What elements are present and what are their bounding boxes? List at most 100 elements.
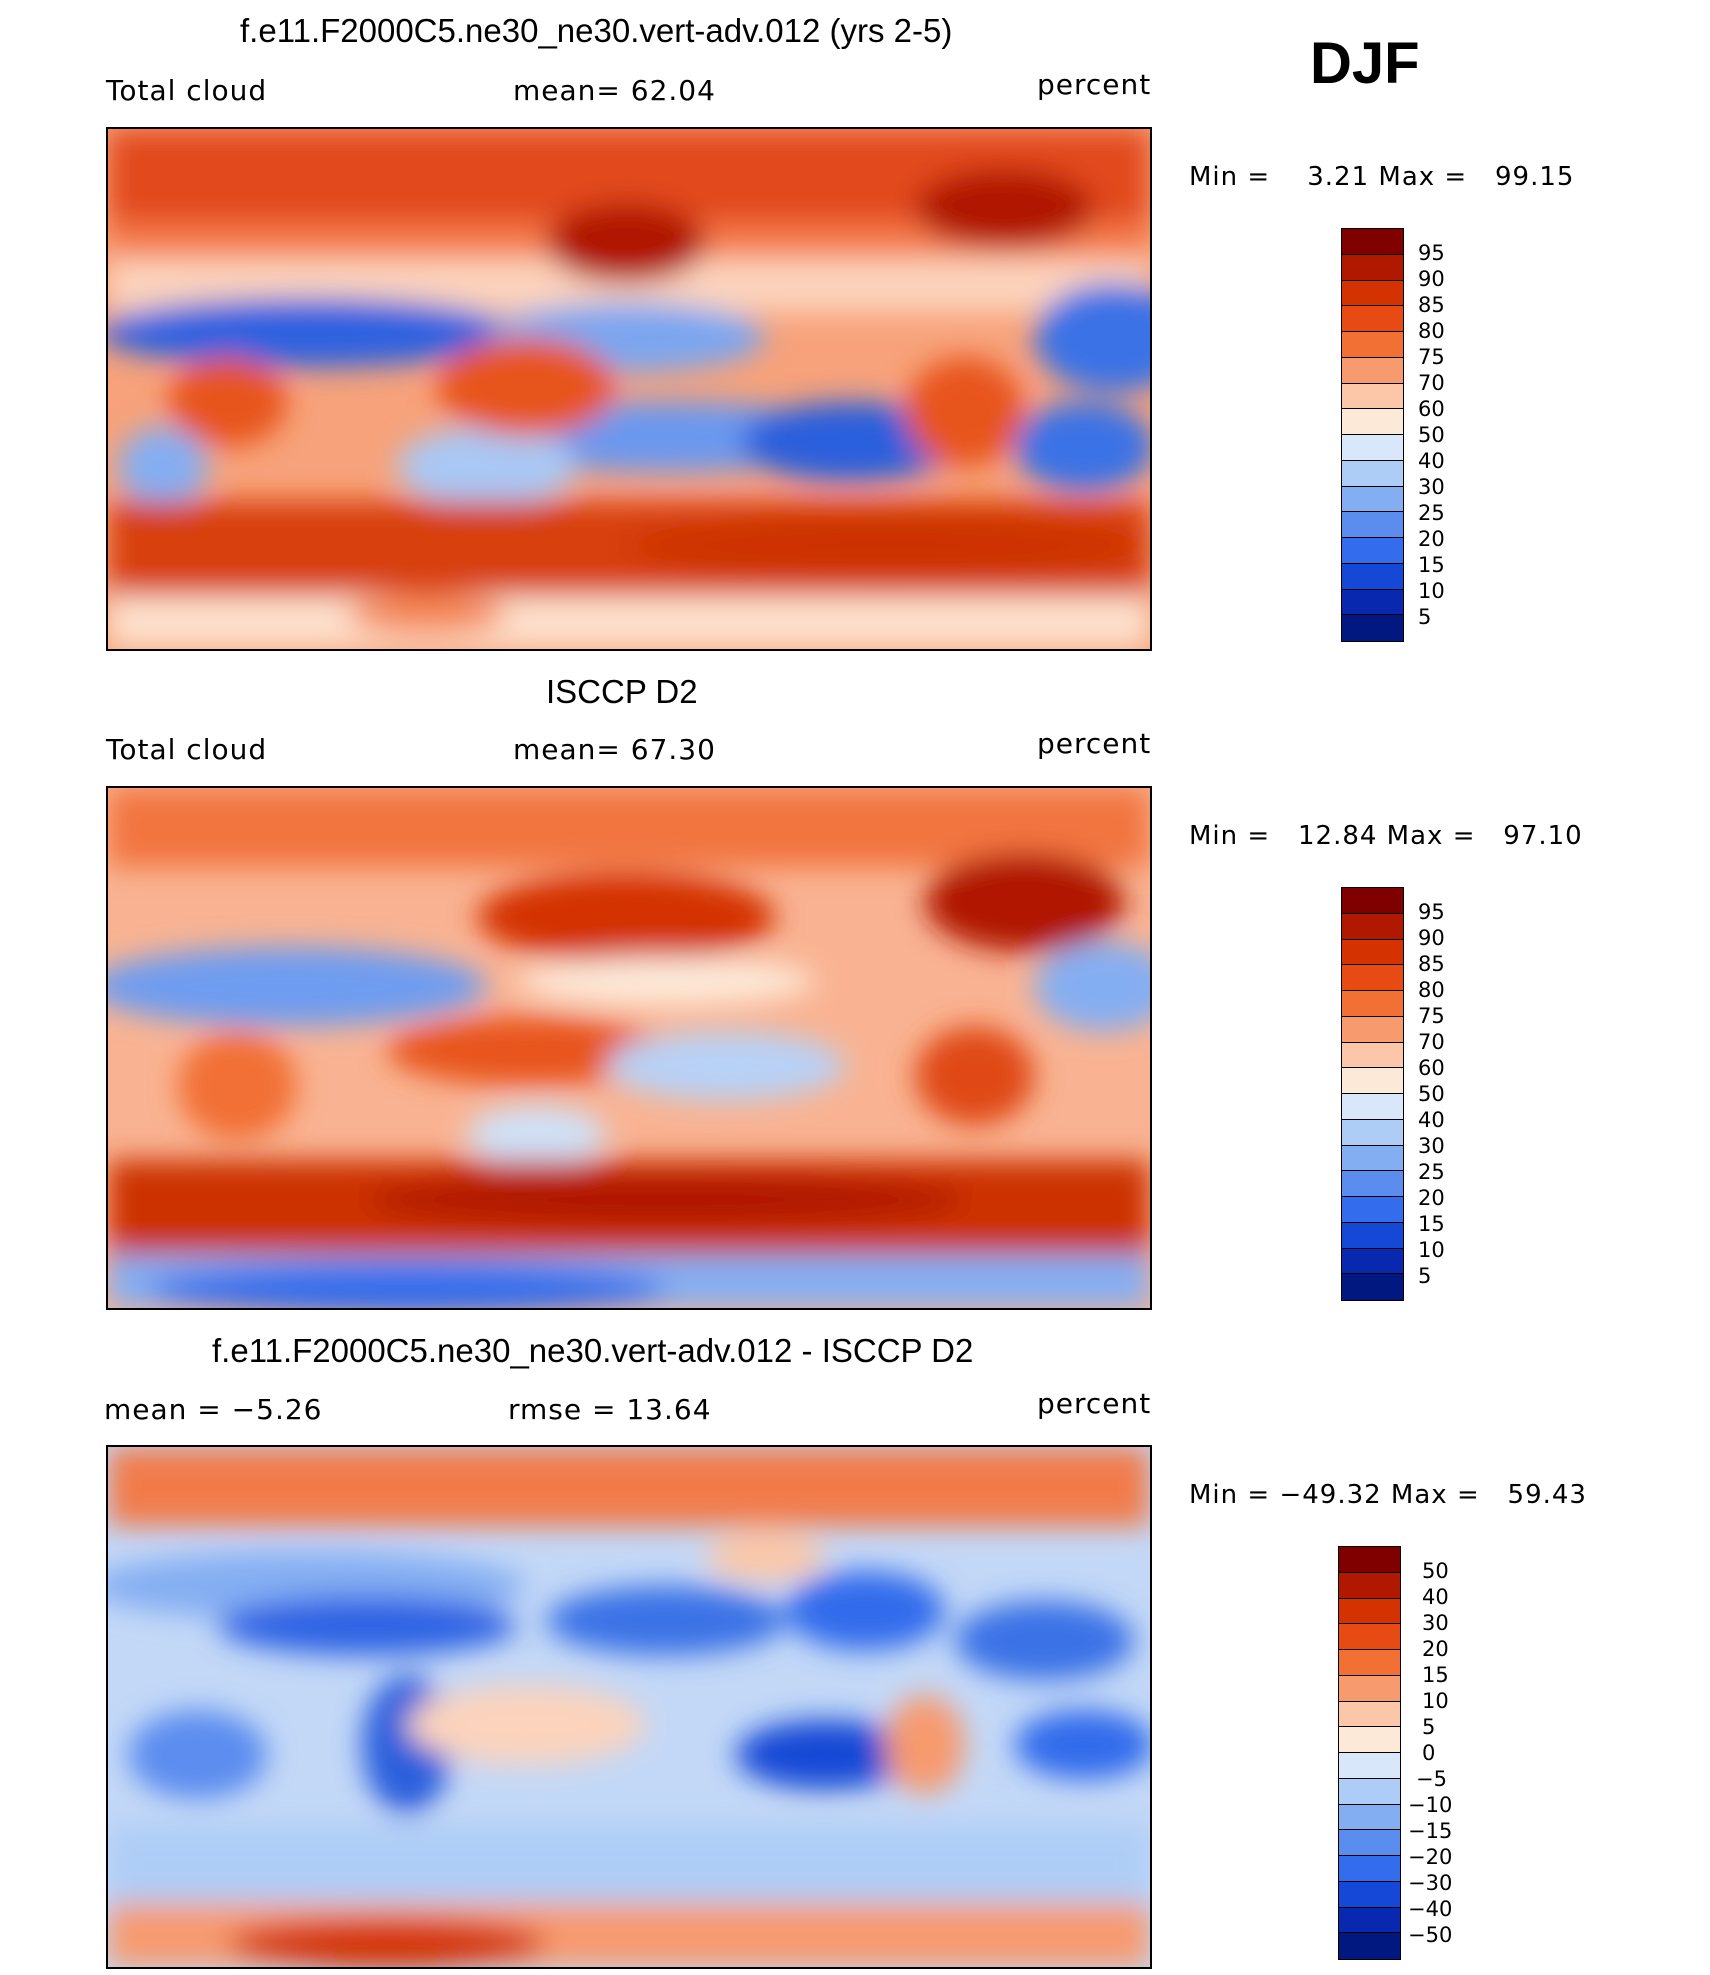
colorbar-swatch	[1342, 991, 1403, 1017]
colorbar-label: 10	[1418, 1238, 1445, 1262]
colorbar-swatch	[1342, 1042, 1403, 1069]
panel-model-map	[106, 127, 1152, 651]
colorbar-label: −10	[1408, 1793, 1453, 1817]
colorbar-label: −5	[1416, 1767, 1447, 1791]
colorbar-label: 25	[1418, 501, 1445, 525]
colorbar-label: −50	[1408, 1923, 1453, 1947]
colorbar-label: 80	[1418, 978, 1445, 1002]
colorbar-label: 40	[1418, 449, 1445, 473]
panel-diff-units: percent	[1037, 1387, 1152, 1420]
colorbar-label: 15	[1422, 1663, 1449, 1687]
colorbar-swatch	[1342, 1145, 1403, 1172]
colorbar-swatch	[1342, 939, 1403, 966]
colorbar-swatch	[1342, 538, 1403, 564]
colorbar-label: 75	[1418, 1004, 1445, 1028]
colorbar-swatch	[1342, 409, 1403, 435]
colorbar-swatch	[1339, 1856, 1400, 1882]
colorbar-swatch	[1342, 383, 1403, 410]
panel-model-variable: Total cloud	[106, 74, 268, 107]
colorbar-swatch	[1339, 1598, 1400, 1625]
colorbar-swatch	[1339, 1650, 1400, 1676]
panel-diff-map	[106, 1445, 1152, 1969]
season-label: DJF	[1310, 31, 1420, 96]
panel-model-units: percent	[1037, 68, 1152, 101]
panel-diff-title: f.e11.F2000C5.ne30_ne30.vert-adv.012 - I…	[212, 1332, 974, 1369]
colorbar-label: 70	[1418, 1030, 1445, 1054]
colorbar-label: −20	[1408, 1845, 1453, 1869]
colorbar-label: 20	[1422, 1637, 1449, 1661]
colorbar-swatch	[1339, 1753, 1400, 1779]
colorbar-swatch	[1339, 1701, 1400, 1728]
colorbar-swatch	[1339, 1830, 1400, 1856]
colorbar-swatch	[1342, 1197, 1403, 1223]
panel-obs-minmax: Min = 12.84 Max = 97.10	[1189, 821, 1583, 851]
colorbar-label: −40	[1408, 1897, 1453, 1921]
colorbar-swatch	[1342, 1171, 1403, 1197]
colorbar-label: 5	[1422, 1715, 1436, 1739]
colorbar-label: 80	[1418, 319, 1445, 343]
colorbar-swatch	[1339, 1624, 1400, 1650]
colorbar-label: 30	[1418, 475, 1445, 499]
colorbar-label: 30	[1422, 1611, 1449, 1635]
colorbar-label: 15	[1418, 553, 1445, 577]
colorbar-swatch	[1342, 563, 1403, 590]
colorbar-swatch	[1339, 1907, 1400, 1934]
colorbar-label: 75	[1418, 345, 1445, 369]
colorbar-swatch	[1342, 512, 1403, 538]
colorbar-swatch	[1342, 1094, 1403, 1120]
colorbar-label: 95	[1418, 241, 1445, 265]
colorbar-swatch	[1339, 1933, 1400, 1959]
colorbar-swatch	[1342, 1222, 1403, 1249]
colorbar-label: −15	[1408, 1819, 1453, 1843]
colorbar-swatch	[1339, 1881, 1400, 1908]
colorbar-swatch	[1342, 435, 1403, 461]
colorbar-swatch	[1342, 888, 1403, 914]
colorbar-label: 20	[1418, 527, 1445, 551]
panel-model-minmax: Min = 3.21 Max = 99.15	[1189, 162, 1575, 192]
colorbar-swatch	[1339, 1778, 1400, 1805]
colorbar-swatch	[1342, 1274, 1403, 1300]
colorbar-label: 5	[1418, 1264, 1432, 1288]
colorbar-label: 15	[1418, 1212, 1445, 1236]
panel-diff-minmax: Min = −49.32 Max = 59.43	[1189, 1480, 1587, 1510]
colorbar-swatch	[1342, 486, 1403, 513]
colorbar-label: 90	[1418, 267, 1445, 291]
panel-obs-variable: Total cloud	[106, 733, 268, 766]
colorbar-label: 40	[1418, 1108, 1445, 1132]
colorbar-swatch	[1342, 332, 1403, 358]
colorbar-swatch	[1342, 615, 1403, 641]
colorbar-swatch	[1342, 965, 1403, 991]
colorbar-swatch	[1342, 357, 1403, 384]
panel-obs-mean: mean= 67.30	[513, 733, 716, 766]
colorbar-swatch	[1342, 460, 1403, 487]
colorbar-swatch	[1342, 280, 1403, 307]
panel-obs-title: ISCCP D2	[546, 673, 698, 710]
colorbar-swatch	[1342, 229, 1403, 255]
colorbar-swatch	[1342, 1016, 1403, 1043]
colorbar-swatch	[1339, 1572, 1400, 1599]
panel-obs-units: percent	[1037, 727, 1152, 760]
panel-obs-colorbar	[1341, 887, 1404, 1301]
colorbar-label: 10	[1418, 579, 1445, 603]
colorbar-label: 50	[1422, 1559, 1449, 1583]
panel-diff-rmse: rmse = 13.64	[508, 1393, 712, 1426]
colorbar-swatch	[1342, 1068, 1403, 1094]
colorbar-label: 50	[1418, 1082, 1445, 1106]
colorbar-label: 50	[1418, 423, 1445, 447]
colorbar-label: 60	[1418, 1056, 1445, 1080]
colorbar-label: 85	[1418, 952, 1445, 976]
colorbar-label: 25	[1418, 1160, 1445, 1184]
colorbar-swatch	[1339, 1804, 1400, 1831]
colorbar-swatch	[1342, 1248, 1403, 1275]
colorbar-label: 40	[1422, 1585, 1449, 1609]
colorbar-swatch	[1339, 1675, 1400, 1702]
panel-model-mean: mean= 62.04	[513, 74, 716, 107]
colorbar-label: −30	[1408, 1871, 1453, 1895]
colorbar-swatch	[1339, 1547, 1400, 1573]
panel-diff-mean: mean = −5.26	[104, 1393, 323, 1426]
colorbar-swatch	[1339, 1727, 1400, 1753]
colorbar-label: 5	[1418, 605, 1432, 629]
panel-model-title: f.e11.F2000C5.ne30_ne30.vert-adv.012 (yr…	[240, 12, 953, 49]
colorbar-label: 60	[1418, 397, 1445, 421]
colorbar-label: 95	[1418, 900, 1445, 924]
